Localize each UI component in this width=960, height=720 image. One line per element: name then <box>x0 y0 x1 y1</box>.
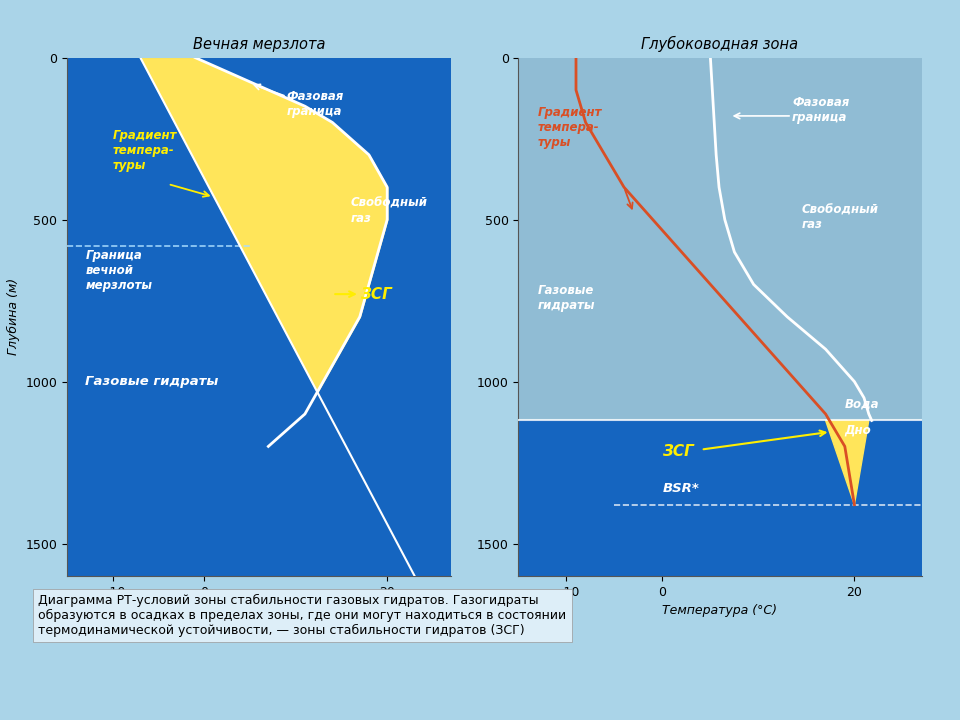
Text: Фазовая
граница: Фазовая граница <box>287 90 344 118</box>
Text: Диаграмма РТ-условий зоны стабильности газовых гидратов. Газогидраты
образуются : Диаграмма РТ-условий зоны стабильности г… <box>38 594 566 637</box>
Y-axis label: Глубина (м): Глубина (м) <box>7 278 20 356</box>
Text: Свободный
газ: Свободный газ <box>802 204 878 231</box>
Text: Градиент
темпера-
туры: Градиент темпера- туры <box>538 107 602 149</box>
Text: ЗСГ: ЗСГ <box>662 444 694 459</box>
Text: Свободный
газ: Свободный газ <box>350 197 427 225</box>
Text: Градиент
темпера-
туры: Градиент темпера- туры <box>113 129 178 172</box>
X-axis label: Температура (°C): Температура (°C) <box>662 604 778 617</box>
Text: ЗСГ: ЗСГ <box>360 287 392 302</box>
Title: Глубоководная зона: Глубоководная зона <box>641 36 799 53</box>
Text: Газовые гидраты: Газовые гидраты <box>85 375 219 388</box>
Text: Граница
вечной
мерзлоты: Граница вечной мерзлоты <box>85 248 153 292</box>
Title: Вечная мерзлота: Вечная мерзлота <box>193 37 325 53</box>
Text: Газовые
гидраты: Газовые гидраты <box>538 284 595 312</box>
X-axis label: Температура (°C): Температура (°C) <box>202 604 317 617</box>
Text: Вода: Вода <box>845 397 879 410</box>
Text: Фазовая
граница: Фазовая граница <box>792 96 850 125</box>
Bar <box>518 420 922 576</box>
Polygon shape <box>826 420 869 505</box>
Text: Дно: Дно <box>845 423 872 437</box>
Text: BSR*: BSR* <box>662 482 699 495</box>
